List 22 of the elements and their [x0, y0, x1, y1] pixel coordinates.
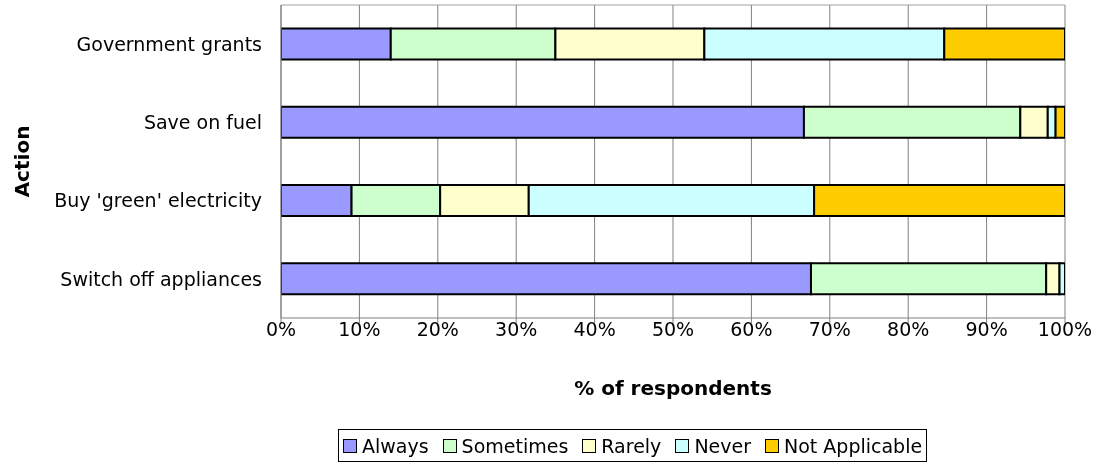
x-tick-label: 80% [887, 318, 930, 341]
x-axis-title: % of respondents [574, 376, 772, 400]
y-tick-label: Switch off appliances [60, 267, 262, 290]
x-tick-label: 100% [1037, 318, 1093, 341]
legend-label: Rarely [600, 434, 662, 457]
x-tick-label: 30% [495, 318, 538, 341]
x-tick-label: 70% [808, 318, 851, 341]
y-tick-label: Buy 'green' electricity [54, 189, 262, 212]
legend-label: Never [693, 434, 752, 457]
x-tick-label: 0% [265, 318, 297, 341]
y-tick-label: Save on fuel [143, 111, 262, 134]
x-tick-label: 10% [338, 318, 381, 341]
x-tick-label: 90% [965, 318, 1008, 341]
legend-label: Not Applicable [783, 434, 923, 457]
x-tick-label: 50% [651, 318, 695, 341]
x-tick-label: 20% [416, 318, 459, 341]
legend-label: Sometimes [460, 434, 569, 457]
x-tick-label: 40% [573, 318, 616, 341]
y-axis-title: Action [10, 125, 34, 198]
y-tick-label: Government grants [76, 32, 262, 55]
legend-label: Always [361, 434, 429, 457]
x-tick-label: 60% [730, 318, 773, 341]
